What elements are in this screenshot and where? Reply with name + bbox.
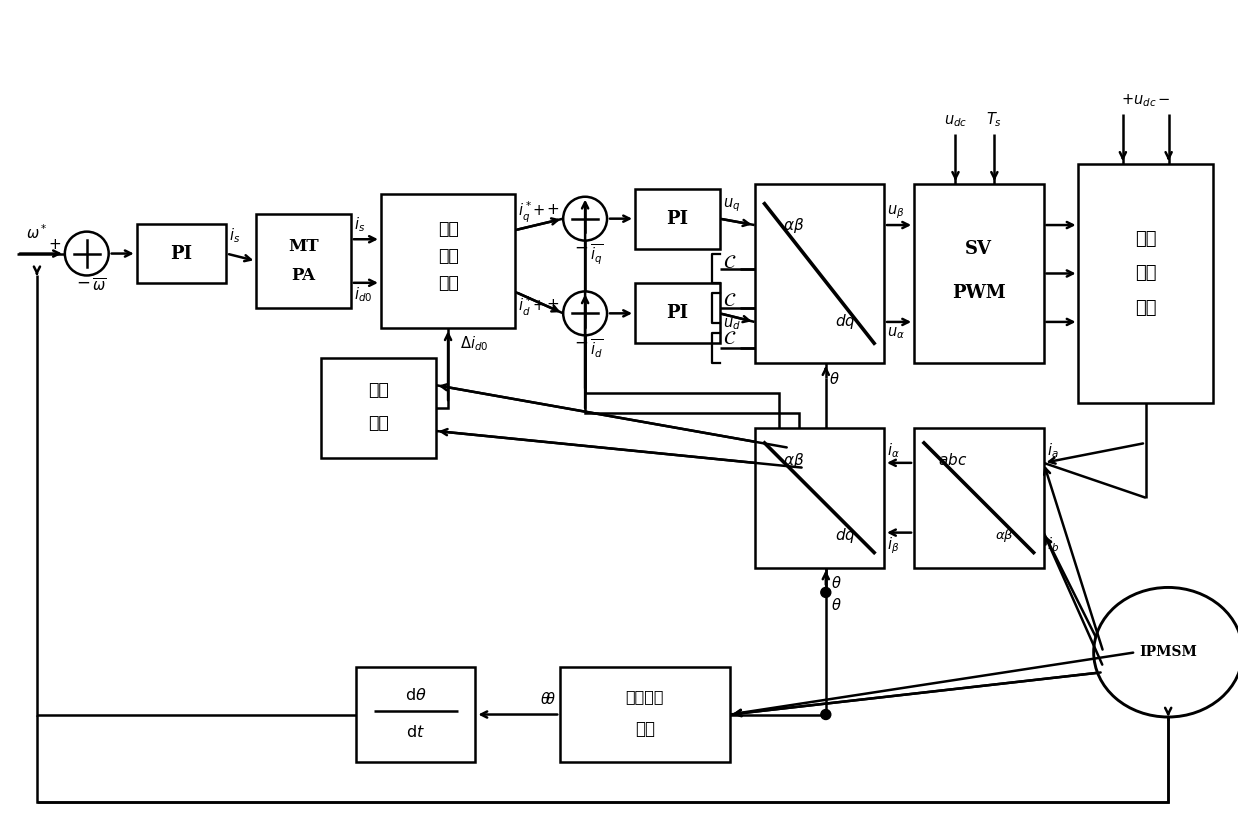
Bar bbox=[1079, 164, 1213, 403]
Text: $\omega^*$: $\omega^*$ bbox=[26, 223, 48, 241]
Text: PWM: PWM bbox=[952, 284, 1006, 303]
Circle shape bbox=[64, 231, 109, 276]
Text: $\theta$: $\theta$ bbox=[539, 691, 551, 706]
Bar bbox=[560, 667, 729, 762]
Text: $u_{dc}$: $u_{dc}$ bbox=[944, 113, 967, 129]
Text: $i_\beta$: $i_\beta$ bbox=[887, 535, 899, 556]
Text: 控制: 控制 bbox=[368, 414, 388, 432]
Bar bbox=[755, 428, 884, 567]
Bar bbox=[914, 184, 1044, 363]
Text: $u_\beta$: $u_\beta$ bbox=[887, 204, 905, 221]
Text: $i_{d0}$: $i_{d0}$ bbox=[353, 286, 372, 304]
Circle shape bbox=[563, 197, 608, 241]
Text: $i_\alpha$: $i_\alpha$ bbox=[887, 441, 900, 460]
Bar bbox=[257, 214, 351, 308]
Bar bbox=[381, 194, 516, 328]
Text: $u_d$: $u_d$ bbox=[723, 316, 740, 332]
Text: $dq$: $dq$ bbox=[835, 313, 856, 331]
Text: $u_\alpha$: $u_\alpha$ bbox=[887, 325, 905, 340]
Text: PI: PI bbox=[666, 304, 688, 323]
Text: $-$: $-$ bbox=[574, 332, 588, 350]
Text: 电流: 电流 bbox=[438, 274, 459, 292]
Text: $abc$: $abc$ bbox=[939, 452, 967, 468]
Text: $\mathcal{C}$: $\mathcal{C}$ bbox=[723, 253, 737, 272]
Text: $\overline{\omega}$: $\overline{\omega}$ bbox=[92, 277, 105, 295]
Bar bbox=[136, 224, 227, 283]
Text: $i_q^*$+: $i_q^*$+ bbox=[518, 200, 546, 225]
Text: PA: PA bbox=[291, 267, 316, 284]
Circle shape bbox=[563, 292, 608, 335]
Text: $\theta$: $\theta$ bbox=[830, 371, 839, 387]
Text: $\overline{i_q}$: $\overline{i_q}$ bbox=[590, 242, 603, 267]
Text: $dq$: $dq$ bbox=[835, 526, 856, 545]
Text: 给定: 给定 bbox=[438, 247, 459, 265]
Text: +: + bbox=[48, 237, 61, 252]
Text: $\Delta i_{d0}$: $\Delta i_{d0}$ bbox=[460, 334, 489, 354]
Text: $-$: $-$ bbox=[76, 272, 89, 291]
Bar bbox=[755, 184, 884, 363]
Bar bbox=[321, 358, 435, 458]
Bar bbox=[356, 667, 475, 762]
Circle shape bbox=[821, 710, 831, 720]
Text: $\alpha\beta$: $\alpha\beta$ bbox=[782, 215, 804, 235]
Text: PI: PI bbox=[666, 210, 688, 228]
Text: 检测: 检测 bbox=[635, 721, 655, 738]
Bar bbox=[635, 189, 719, 249]
Text: $-$: $-$ bbox=[574, 238, 588, 256]
Text: $i_d^*$+: $i_d^*$+ bbox=[518, 295, 546, 318]
Text: $T_s$: $T_s$ bbox=[986, 111, 1002, 129]
Text: 逆变: 逆变 bbox=[1135, 265, 1157, 282]
Text: 计算: 计算 bbox=[438, 220, 459, 238]
Text: IPMSM: IPMSM bbox=[1140, 645, 1197, 660]
Text: 电路: 电路 bbox=[1135, 299, 1157, 318]
Text: $\mathcal{C}$: $\mathcal{C}$ bbox=[723, 291, 737, 310]
Text: +: + bbox=[547, 202, 559, 217]
Text: $\theta$: $\theta$ bbox=[831, 576, 842, 592]
Text: 转子位置: 转子位置 bbox=[626, 689, 665, 704]
Text: $\theta$: $\theta$ bbox=[831, 597, 842, 613]
Text: $i_a$: $i_a$ bbox=[1047, 441, 1058, 460]
Text: d$\theta$: d$\theta$ bbox=[404, 686, 427, 702]
Text: PI: PI bbox=[170, 245, 192, 262]
Text: $u_q$: $u_q$ bbox=[723, 196, 740, 214]
Bar bbox=[635, 283, 719, 344]
Text: MT: MT bbox=[288, 238, 319, 255]
Text: $\theta$: $\theta$ bbox=[544, 691, 556, 706]
Text: $\alpha\beta$: $\alpha\beta$ bbox=[996, 527, 1014, 544]
Text: $i_s$: $i_s$ bbox=[229, 226, 241, 245]
Text: $+u_{dc}-$: $+u_{dc}-$ bbox=[1121, 92, 1171, 109]
Text: $i_b$: $i_b$ bbox=[1047, 535, 1059, 554]
Text: $\alpha\beta$: $\alpha\beta$ bbox=[782, 451, 804, 469]
Text: 弱磁: 弱磁 bbox=[368, 381, 388, 399]
Text: $\overline{i_d}$: $\overline{i_d}$ bbox=[590, 337, 603, 360]
Text: +: + bbox=[547, 297, 559, 312]
Bar bbox=[914, 428, 1044, 567]
Text: $i_s$: $i_s$ bbox=[353, 215, 365, 235]
Text: d$t$: d$t$ bbox=[407, 725, 425, 741]
Ellipse shape bbox=[1094, 587, 1240, 717]
Circle shape bbox=[821, 587, 831, 597]
Text: SV: SV bbox=[965, 240, 992, 257]
Text: 三相: 三相 bbox=[1135, 230, 1157, 247]
Text: $\mathcal{C}$: $\mathcal{C}$ bbox=[723, 328, 737, 348]
